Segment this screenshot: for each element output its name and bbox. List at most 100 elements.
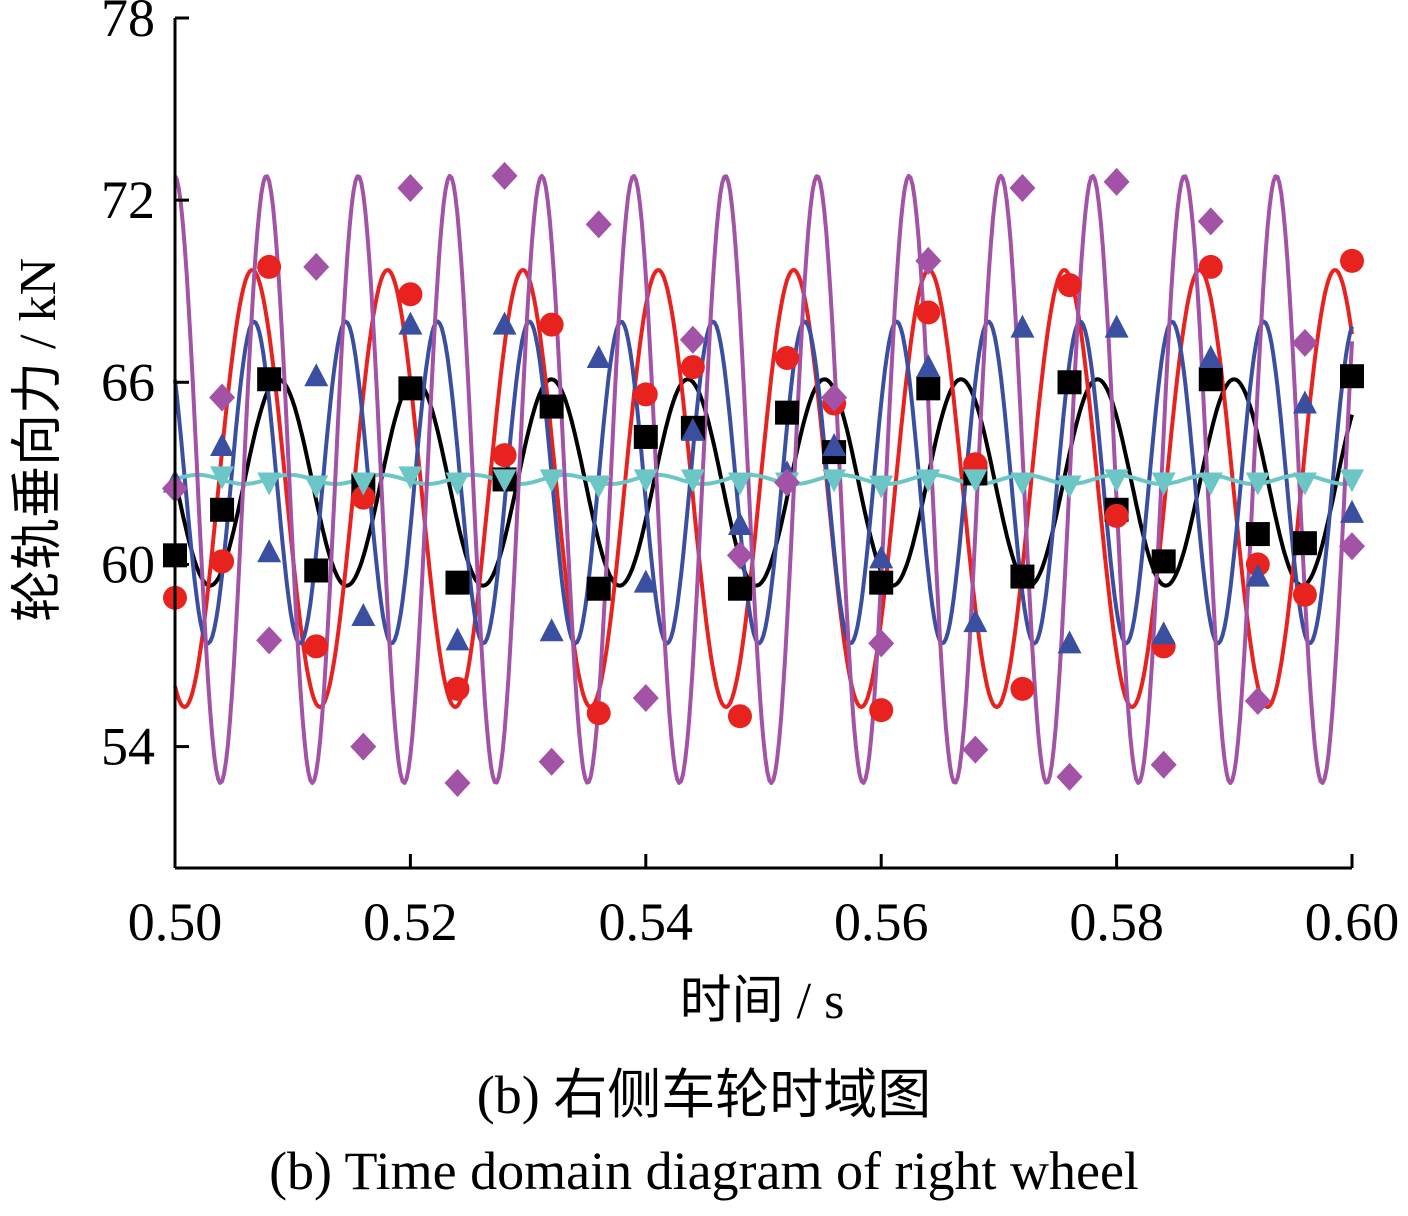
series-3-point bbox=[963, 609, 988, 633]
series-5-point bbox=[1056, 762, 1083, 791]
series-3-point bbox=[1292, 390, 1317, 414]
series-3-point bbox=[398, 311, 423, 335]
series-1-point bbox=[539, 394, 564, 419]
series-4-point bbox=[492, 469, 517, 493]
series-4-point bbox=[1245, 472, 1270, 496]
series-4-point bbox=[539, 469, 564, 493]
series-5-point bbox=[962, 735, 989, 764]
series-4-point bbox=[257, 472, 282, 496]
series-4-point bbox=[398, 466, 423, 490]
series-5-point bbox=[585, 210, 612, 239]
series-3-point bbox=[869, 545, 894, 569]
series-4-point bbox=[445, 472, 470, 496]
figure-caption-english: (b) Time domain diagram of right wheel bbox=[269, 1141, 1139, 1201]
figure-caption-chinese: (b) 右侧车轮时域图 bbox=[476, 1065, 932, 1125]
series-5-point bbox=[632, 684, 659, 712]
series-1-point bbox=[1010, 564, 1035, 589]
series-3-point bbox=[1057, 630, 1082, 654]
series-5-point bbox=[726, 541, 753, 570]
y-tick-label: 66 bbox=[101, 352, 155, 412]
series-2-point bbox=[210, 549, 235, 574]
series-1-point bbox=[633, 424, 658, 449]
x-tick-label: 0.50 bbox=[128, 892, 223, 952]
series-4-point bbox=[963, 469, 988, 493]
series-5-point bbox=[209, 383, 236, 412]
series-2-point bbox=[1104, 503, 1129, 528]
series-5-point bbox=[774, 468, 801, 497]
series-5-line bbox=[173, 173, 1354, 785]
series-3-point bbox=[633, 569, 658, 593]
x-tick-label: 0.52 bbox=[363, 892, 458, 952]
series-1-point bbox=[869, 570, 894, 595]
series-3-point bbox=[822, 433, 847, 457]
x-tick-label: 0.58 bbox=[1069, 892, 1164, 952]
series-4-point bbox=[727, 472, 752, 496]
y-tick-label: 54 bbox=[101, 717, 155, 777]
series-5-point bbox=[1291, 328, 1318, 357]
series-1-point bbox=[1198, 367, 1223, 392]
axis-labels: 时间 / s 轮轨垂向力 / kN bbox=[10, 258, 844, 1030]
series-4-point bbox=[1292, 472, 1317, 496]
series-3-point bbox=[1104, 314, 1129, 338]
series-3-point bbox=[916, 354, 941, 378]
series-4-point bbox=[304, 475, 329, 499]
series-2-point bbox=[539, 312, 564, 337]
x-tick-label: 0.60 bbox=[1305, 892, 1400, 952]
series-1-point bbox=[1292, 531, 1317, 556]
series-3-point bbox=[445, 627, 470, 651]
series-3-point bbox=[210, 433, 235, 457]
y-tick-label: 60 bbox=[101, 534, 155, 594]
series-5-point bbox=[397, 174, 424, 202]
series-1-point bbox=[1151, 549, 1176, 574]
series-1-point bbox=[210, 497, 235, 522]
series-5-point bbox=[868, 629, 895, 658]
series-1-point bbox=[916, 376, 941, 401]
series-1-point bbox=[586, 576, 611, 601]
series-1-point bbox=[727, 576, 752, 601]
series-3-point bbox=[1010, 314, 1035, 338]
series-5-point bbox=[915, 246, 942, 275]
y-tick-label: 72 bbox=[101, 170, 155, 230]
series-4-point bbox=[869, 475, 894, 499]
series-3-point bbox=[539, 618, 564, 642]
series-3-point bbox=[1245, 563, 1270, 587]
series-5-point bbox=[491, 161, 518, 190]
series-4-point bbox=[1010, 472, 1035, 496]
series-2-point bbox=[1198, 254, 1223, 279]
series-1-point bbox=[445, 570, 470, 595]
series-markers bbox=[162, 161, 1365, 797]
series-4-point bbox=[1151, 472, 1176, 496]
series-5-point bbox=[679, 325, 706, 354]
series-5-point bbox=[1244, 687, 1271, 716]
chart: 54 60 66 72 78 0.50 0.52 0.54 0.56 0.58 0.60 时间 / … bbox=[10, 0, 1400, 1030]
series-5-point bbox=[821, 383, 848, 412]
series-1-point bbox=[1245, 522, 1270, 547]
series-2-point bbox=[398, 282, 423, 307]
series-2-point bbox=[257, 254, 282, 279]
series-3-line bbox=[173, 319, 1354, 646]
series-4-point bbox=[680, 469, 705, 493]
series-1-point bbox=[1057, 370, 1082, 395]
series-3-point bbox=[1198, 345, 1223, 368]
series-2-point bbox=[1010, 676, 1035, 701]
series-4-point bbox=[1340, 469, 1364, 493]
series-2-point bbox=[351, 485, 376, 510]
series-1-point bbox=[398, 376, 423, 401]
series-1-point bbox=[1340, 364, 1364, 389]
series-2-point bbox=[727, 704, 752, 729]
series-2-point bbox=[633, 382, 658, 407]
series-1-point bbox=[257, 367, 282, 392]
x-tick-label: 0.56 bbox=[834, 892, 929, 952]
series-2-point bbox=[775, 346, 800, 370]
series-5-point bbox=[538, 747, 565, 776]
series-2-point bbox=[445, 676, 470, 701]
series-4-point bbox=[210, 466, 235, 490]
y-axis-title: 轮轨垂向力 / kN bbox=[10, 258, 67, 622]
series-5-point bbox=[1339, 532, 1365, 561]
y-tick-label: 78 bbox=[101, 0, 155, 48]
series-3-point bbox=[351, 603, 376, 627]
series-3-point bbox=[492, 311, 517, 335]
series-3-point bbox=[1340, 499, 1364, 523]
series-5-point bbox=[444, 769, 471, 797]
series-1-point bbox=[775, 400, 800, 425]
